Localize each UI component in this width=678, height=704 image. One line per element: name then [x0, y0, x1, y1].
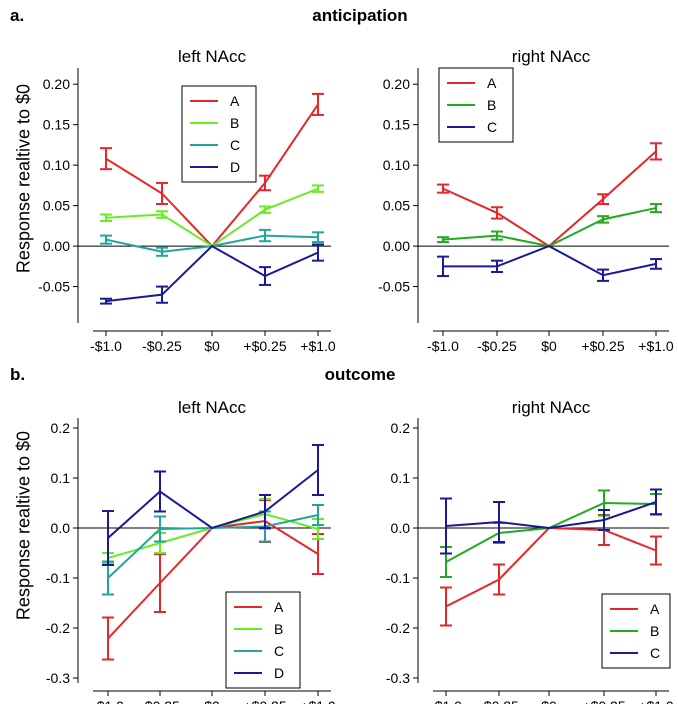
y-tick-label: 0.10	[383, 157, 410, 173]
y-tick-label: -0.05	[378, 279, 410, 295]
section-a-title: anticipation	[312, 6, 408, 25]
section-b-letter: b.	[10, 365, 26, 384]
y-tick-label: 0.00	[43, 238, 70, 254]
y-tick-label: 0.0	[391, 520, 411, 536]
x-tick-label: -$0.25	[477, 338, 517, 354]
legend-label-C: C	[230, 137, 240, 153]
series-line-B	[107, 512, 319, 559]
chart-title: left NAcc	[178, 47, 247, 66]
y-tick-label: -0.3	[46, 670, 70, 686]
x-tick-label: -$0.25	[140, 698, 180, 704]
chart-title: right NAcc	[512, 398, 591, 417]
y-tick-label: 0.1	[391, 470, 411, 486]
y-tick-label: 0.05	[383, 198, 410, 214]
x-tick-label: -$0.25	[479, 698, 519, 704]
x-tick-label: +$0.25	[243, 338, 286, 354]
y-tick-label: -0.2	[386, 620, 410, 636]
chart-title: left NAcc	[178, 398, 247, 417]
legend-label-B: B	[487, 97, 496, 113]
chart-b-right: right NAcc 0.2 0.1 0.0 -0.1 -0.2 -0.3 -$1.0 -$0.…	[386, 398, 674, 704]
series-line-C	[443, 244, 657, 277]
x-tick-label: -$1.0	[427, 338, 459, 354]
x-tick-label: +$0.25	[581, 338, 624, 354]
y-tick-label: -0.3	[386, 670, 410, 686]
y-tick-label: 0.15	[43, 117, 70, 133]
y-tick-label: 0.2	[51, 420, 71, 436]
chart-title: right NAcc	[512, 47, 591, 66]
section-b-title: outcome	[324, 365, 396, 384]
y-tick-label: 0.10	[43, 157, 70, 173]
chart-b-left: left NAcc 0.2 0.1 0.0 -0.1 -0.2 -0.3 -$1.0 -$0.2…	[46, 398, 336, 704]
y-tick-label: 0.15	[383, 117, 410, 133]
y-tick-label: -0.2	[46, 620, 70, 636]
legend-label-A: A	[230, 93, 240, 109]
series-line-C	[105, 234, 319, 253]
x-tick-label: +$0.25	[582, 698, 625, 704]
series-line-A	[442, 150, 657, 248]
series-line-B	[442, 207, 657, 248]
y-tick-label: -0.1	[386, 570, 410, 586]
y-tick-label: 0.00	[383, 238, 410, 254]
x-tick-label: -$1.0	[90, 338, 122, 354]
legend-label-C: C	[487, 119, 497, 135]
x-tick-label: +$0.25	[243, 698, 286, 704]
legend-label-B: B	[230, 115, 239, 131]
legend-label-B: B	[274, 621, 283, 637]
y-tick-label: 0.20	[383, 76, 410, 92]
x-tick-label: -$1.0	[92, 698, 124, 704]
x-tick-label: +$1.0	[638, 338, 674, 354]
x-tick-label: $0	[541, 338, 557, 354]
y-tick-label: -0.1	[46, 570, 70, 586]
y-tick-label: 0.1	[51, 470, 71, 486]
legend-label-C: C	[650, 645, 660, 661]
chart-a-right: right NAcc 0.20 0.15 0.10 0.05 0.00 -0.05 -$1.0…	[378, 47, 674, 354]
x-tick-label: +$1.0	[300, 698, 336, 704]
x-tick-label: +$1.0	[638, 698, 674, 704]
y-tick-label: 0.2	[391, 420, 411, 436]
legend-label-C: C	[274, 643, 284, 659]
series-line-B	[105, 187, 319, 248]
y-tick-label: 0.0	[51, 520, 71, 536]
x-tick-label: $0	[541, 698, 557, 704]
x-tick-label: $0	[204, 698, 220, 704]
legend-label-D: D	[230, 159, 240, 175]
series-line-D	[107, 469, 319, 539]
x-tick-label: $0	[204, 338, 220, 354]
series-line-D	[105, 244, 319, 303]
y-tick-label: 0.20	[43, 76, 70, 92]
section-a-letter: a.	[10, 6, 25, 25]
y-tick-label: 0.05	[43, 198, 70, 214]
legend-label-D: D	[274, 665, 284, 681]
legend-label-A: A	[650, 601, 660, 617]
x-tick-label: -$1.0	[430, 698, 462, 704]
x-tick-label: -$0.25	[142, 338, 182, 354]
legend-label-A: A	[487, 75, 497, 91]
legend-label-B: B	[650, 623, 659, 639]
y-tick-label: -0.05	[38, 279, 70, 295]
series-line-C	[445, 501, 657, 530]
series-line-C	[107, 514, 319, 579]
legend-label-A: A	[274, 599, 284, 615]
x-tick-label: +$1.0	[300, 338, 336, 354]
chart-a-left: left NAcc 0.20 0.15 0.10 0.05 0.00 -0.05 -$1.0 -…	[38, 47, 336, 354]
